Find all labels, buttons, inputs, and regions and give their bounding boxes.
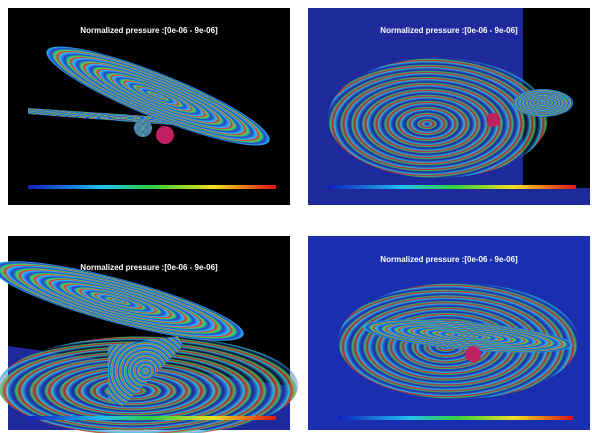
panel: Normalized pressure :[0e-06 - 9e-06] <box>8 8 290 205</box>
figure: Normalized pressure :[0e-06 - 9e-06] Nor… <box>0 0 592 433</box>
panel-title: Normalized pressure :[0e-06 - 9e-06] <box>80 263 218 272</box>
panel-title: Normalized pressure :[0e-06 - 9e-06] <box>380 26 518 35</box>
panel-title: Normalized pressure :[0e-06 - 9e-06] <box>80 26 218 35</box>
panel: Normalized pressure :[0e-06 - 9e-06] <box>0 236 298 433</box>
panel-title: Normalized pressure :[0e-06 - 9e-06] <box>380 255 518 264</box>
panel: Normalized pressure :[0e-06 - 9e-06] <box>308 236 590 430</box>
panel: Normalized pressure :[0e-06 - 9e-06] <box>308 8 590 205</box>
